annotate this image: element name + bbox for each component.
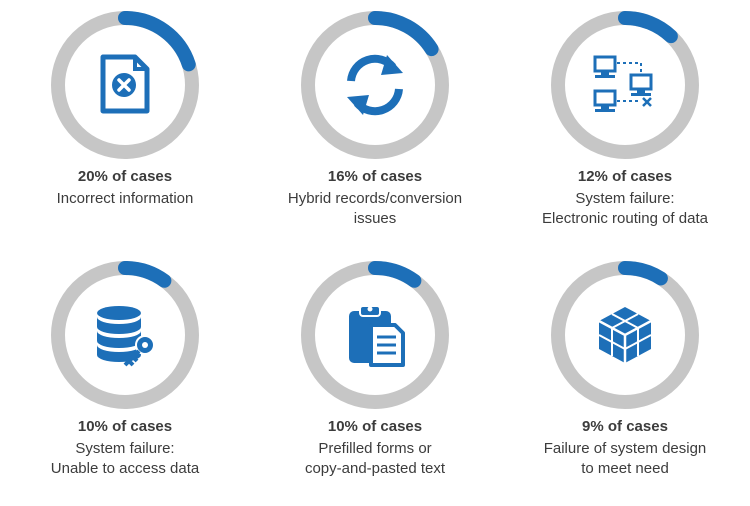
gauge-svg <box>551 11 699 159</box>
stat-cell: 20% of cases Incorrect information <box>0 0 250 250</box>
stat-cell: 10% of cases Prefilled forms or copy-and… <box>250 250 500 500</box>
database-key-icon <box>91 301 159 369</box>
document-error-icon <box>91 51 159 119</box>
gauge-svg <box>301 261 449 409</box>
percentage-ring <box>300 10 450 160</box>
category-label-line: copy-and-pasted text <box>304 460 446 477</box>
ring-value-arc <box>51 11 199 159</box>
percentage-label: 20% of cases <box>77 168 173 185</box>
percentage-ring <box>300 260 450 410</box>
gauge-svg <box>301 11 449 159</box>
cubes-icon <box>591 301 659 369</box>
gauge-svg <box>51 11 199 159</box>
category-label-line: System failure: <box>75 440 175 457</box>
category-label: Incorrect information <box>0 189 250 209</box>
percentage-label: 12% of cases <box>577 168 673 185</box>
category-label-line: to meet need <box>581 460 669 477</box>
category-label-line: Prefilled forms or <box>318 440 432 457</box>
category-label: Hybrid records/conversion issues <box>250 189 500 229</box>
category-label-line: issues <box>353 210 397 227</box>
category-label-line: Electronic routing of data <box>542 210 708 227</box>
percentage-label: 9% of cases <box>582 418 668 435</box>
percentage-ring <box>50 10 200 160</box>
ring-value-arc <box>551 261 699 409</box>
percentage-ring <box>550 10 700 160</box>
category-label-line: Hybrid records/conversion <box>287 190 463 207</box>
percentage-ring <box>50 260 200 410</box>
category-label-line: System failure: <box>575 190 675 207</box>
percentage-label: 10% of cases <box>77 418 173 435</box>
stat-cell: 9% of cases Failure of system design to … <box>500 250 750 500</box>
stat-cell: 10% of cases System failure: Unable to a… <box>0 250 250 500</box>
stat-cell: 16% of cases Hybrid records/conversion i… <box>250 0 500 250</box>
ring-value-arc <box>301 11 449 159</box>
percentage-label: 16% of cases <box>327 168 423 185</box>
ring-value-arc <box>551 11 699 159</box>
percentage-label: 10% of cases <box>327 418 423 435</box>
category-label: Failure of system design to meet need <box>500 439 750 479</box>
clipboard-form-icon <box>341 301 409 369</box>
category-label-line: Failure of system design <box>543 440 707 457</box>
network-computers-icon <box>591 51 659 119</box>
percentage-ring <box>550 260 700 410</box>
stat-cell: 12% of cases System failure: Electronic … <box>500 0 750 250</box>
category-label: System failure: Electronic routing of da… <box>500 189 750 229</box>
category-label: Prefilled forms or copy-and-pasted text <box>250 439 500 479</box>
category-label-line: Unable to access data <box>50 460 200 477</box>
gauge-svg <box>551 261 699 409</box>
category-label: System failure: Unable to access data <box>0 439 250 479</box>
category-label-line: Incorrect information <box>56 190 194 207</box>
gauge-svg <box>51 261 199 409</box>
sync-arrows-icon <box>341 51 409 119</box>
ring-value-arc <box>301 261 449 409</box>
ring-value-arc <box>51 261 199 409</box>
